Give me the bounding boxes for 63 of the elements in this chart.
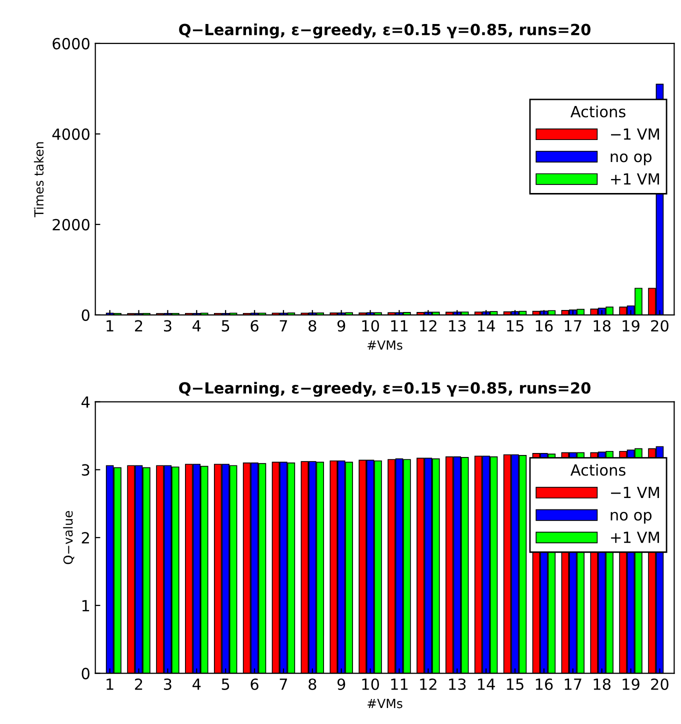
x-tick-label: 9 [337,678,346,690]
y-tick-label: 2 [82,532,89,544]
y-axis-title: Times taken [34,142,44,218]
y-tick-label: 6000 [52,38,90,50]
x-tick-label: 19 [622,678,640,690]
chart-title: Q−Learning, ε−greedy, ε=0.15 γ=0.85, runs=20 [179,24,590,38]
y-axis-title: Q−value [63,511,74,564]
x-tick-label: 18 [594,678,611,690]
x-tick-label: 5 [222,320,230,332]
x-tick-label: 15 [506,320,524,332]
x-axis-title: #VMs [368,698,402,708]
legend-label: −1 VM [611,486,659,498]
x-tick-label: 4 [192,678,201,690]
x-tick-label: 2 [135,678,142,690]
x-tick-label: 7 [280,678,288,690]
x-tick-label: 15 [506,678,524,690]
x-tick-label: 8 [308,320,316,332]
x-tick-label: 8 [308,678,316,690]
x-tick-label: 10 [362,320,379,332]
y-tick-label: 2000 [52,218,90,230]
chart-title: Q−Learning, ε−greedy, ε=0.15 γ=0.85, runs=20 [179,382,590,397]
x-tick-label: 3 [164,678,172,690]
x-tick-label: 7 [280,320,288,332]
y-tick-label: 4000 [52,128,90,140]
y-tick-label: 3 [82,464,90,476]
y-tick-label: 0 [82,309,90,321]
legend-title: Actions [570,464,626,476]
x-tick-label: 11 [391,678,408,690]
legend-label: −1 VM [611,128,659,140]
y-tick-label: 4 [82,396,90,408]
x-tick-label: 16 [536,320,553,332]
x-tick-label: 14 [478,678,495,690]
x-tick-label: 1 [106,678,114,690]
x-tick-label: 13 [449,678,466,690]
x-tick-label: 1 [106,320,114,332]
y-tick-label: 1 [82,600,90,612]
legend-title: Actions [570,106,626,118]
x-tick-label: 9 [337,320,346,332]
x-tick-label: 2 [135,320,142,332]
x-tick-label: 12 [420,320,436,332]
x-tick-label: 20 [651,678,668,690]
x-tick-label: 10 [362,678,379,690]
x-tick-label: 3 [164,320,172,332]
x-tick-label: 14 [478,320,495,332]
x-tick-label: 4 [192,320,201,332]
legend-label: +1 VM [611,173,659,184]
x-tick-label: 18 [594,320,611,332]
x-tick-label: 6 [250,678,258,690]
legend-label: no op [610,512,652,524]
legend-label: +1 VM [611,532,659,543]
x-tick-label: 6 [250,320,258,332]
x-tick-label: 11 [391,320,408,332]
x-tick-label: 17 [564,320,582,332]
x-axis-title: #VMs [368,340,402,350]
x-tick-label: 5 [222,678,230,690]
x-tick-label: 12 [420,678,436,690]
legend-label: no op [610,153,652,166]
x-tick-label: 19 [622,320,640,332]
x-tick-label: 16 [536,678,553,690]
x-tick-label: 13 [449,320,466,332]
x-tick-label: 17 [564,678,582,690]
y-tick-label: 0 [82,668,90,680]
x-tick-label: 20 [651,320,668,332]
